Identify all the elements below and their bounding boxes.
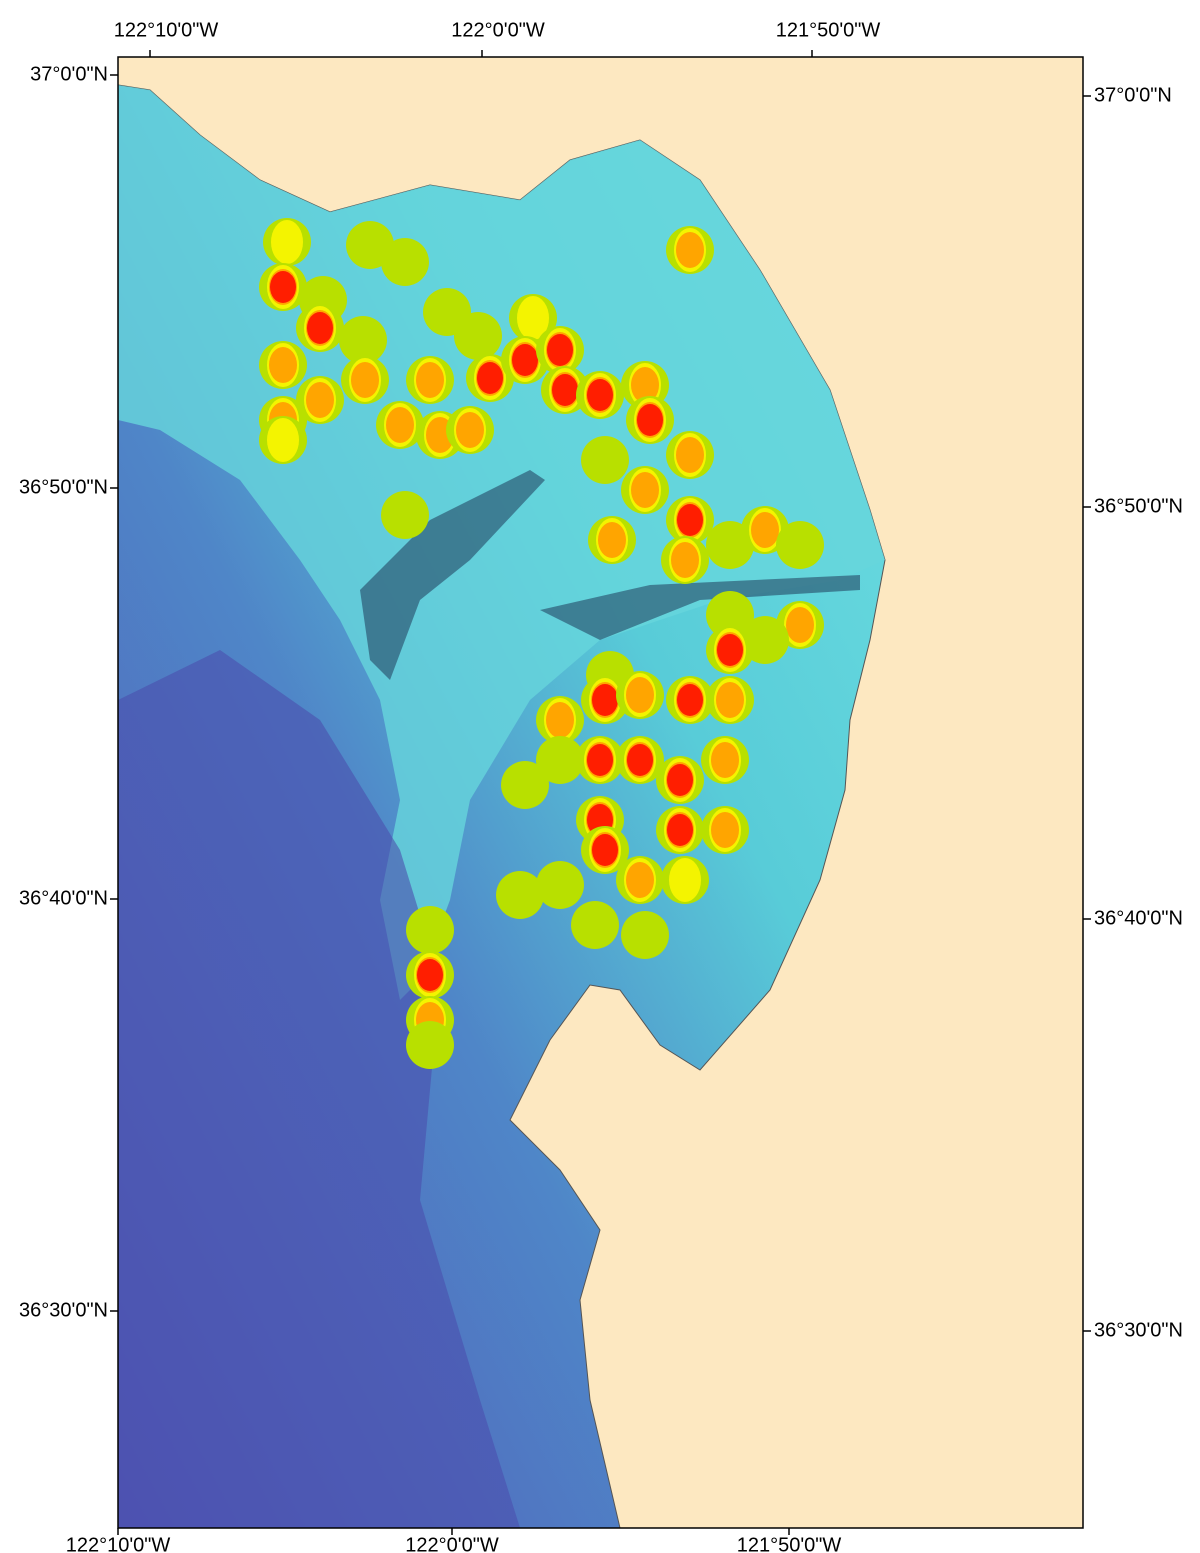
hotspot	[339, 316, 387, 364]
hotspot-core	[512, 344, 538, 376]
hotspot-core	[306, 382, 334, 418]
hotspot-core	[677, 504, 703, 536]
hotspot-core	[269, 347, 297, 383]
bottom-label: 122°10'0"W	[66, 1534, 171, 1553]
hotspot-core	[267, 418, 299, 462]
hotspot	[381, 491, 429, 539]
hotspot-core	[271, 220, 303, 264]
graticule-labels: 122°10'0"W 122°0'0"W 121°50'0"W 122°10'0"W 1…	[19, 19, 1183, 1553]
hotspot-core	[351, 362, 379, 398]
hotspot-core	[627, 744, 653, 776]
map-frame	[117, 56, 1084, 1529]
hotspot	[536, 861, 584, 909]
hotspot	[406, 1021, 454, 1069]
hotspot-core	[626, 677, 654, 713]
hotspot-core	[587, 744, 613, 776]
left-label: 36°50'0"N	[19, 476, 108, 498]
hotspot-core	[547, 334, 573, 366]
hotspot	[536, 736, 584, 784]
right-label: 36°40'0"N	[1094, 907, 1183, 929]
hotspot-core	[270, 271, 296, 303]
hotspot-core	[517, 296, 549, 340]
hotspot-core	[592, 684, 618, 716]
top-label: 121°50'0"W	[776, 19, 881, 41]
hotspot-core	[751, 512, 779, 548]
bottom-label: 122°0'0"W	[405, 1534, 499, 1553]
hotspot-core	[456, 412, 484, 448]
hotspot	[381, 238, 429, 286]
hotspot-core	[667, 764, 693, 796]
right-label: 37°0'0"N	[1094, 84, 1172, 106]
hotspot-core	[667, 814, 693, 846]
hotspot	[706, 591, 754, 639]
hotspot-core	[477, 362, 503, 394]
left-label: 36°40'0"N	[19, 887, 108, 909]
bottom-label: 121°50'0"W	[737, 1534, 842, 1553]
hotspot-core	[417, 959, 443, 991]
hotspot-core	[631, 367, 659, 403]
hotspot-core	[677, 684, 703, 716]
map-body	[118, 57, 1083, 1528]
hotspot-core	[592, 834, 618, 866]
hotspot	[621, 911, 669, 959]
hotspot-core	[626, 862, 654, 898]
hotspot-core	[716, 682, 744, 718]
hotspot-core	[598, 522, 626, 558]
hotspot-core	[717, 634, 743, 666]
hotspot-core	[587, 379, 613, 411]
right-label: 36°50'0"N	[1094, 495, 1183, 517]
hotspot	[776, 521, 824, 569]
hotspot-core	[307, 312, 333, 344]
hotspot-core	[631, 472, 659, 508]
hotspot-core	[711, 742, 739, 778]
hotspot-core	[711, 812, 739, 848]
hotspot-core	[786, 607, 814, 643]
hotspots	[259, 218, 824, 1069]
hotspot-core	[637, 404, 663, 436]
hotspot-core	[676, 437, 704, 473]
hotspot	[454, 312, 502, 360]
right-label: 36°30'0"N	[1094, 1319, 1183, 1341]
hotspot	[496, 871, 544, 919]
canyon	[360, 470, 860, 680]
left-label: 36°30'0"N	[19, 1299, 108, 1321]
hotspot-core	[552, 374, 578, 406]
left-label: 37°0'0"N	[30, 63, 108, 85]
top-label: 122°0'0"W	[451, 19, 545, 41]
hotspot	[581, 436, 629, 484]
hotspot-core	[546, 702, 574, 738]
deep-basin	[118, 650, 520, 1528]
top-label: 122°10'0"W	[114, 19, 219, 41]
hotspot-core	[676, 232, 704, 268]
hotspot-core	[416, 362, 444, 398]
hotspot-core	[671, 542, 699, 578]
hotspot	[501, 761, 549, 809]
hotspot-core	[386, 407, 414, 443]
hotspot	[571, 901, 619, 949]
hotspot	[406, 906, 454, 954]
hotspot-core	[669, 858, 701, 902]
